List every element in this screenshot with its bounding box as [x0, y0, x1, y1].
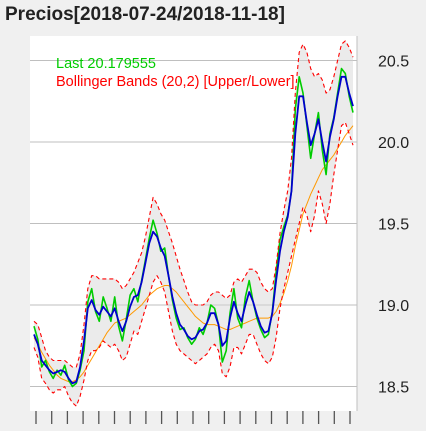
legend-entry: Bollinger Bands (20,2) [Upper/Lower]	[56, 74, 295, 90]
legend: Last 20.179555 Bollinger Bands (20,2) [Up…	[56, 56, 295, 90]
y-tick-label: 20.0	[378, 135, 409, 152]
smoothed-line	[33, 75, 354, 385]
y-tick-label: 20.5	[378, 53, 409, 70]
bollinger-upper-line	[33, 40, 354, 368]
chart-title: Precios[2018-07-24/2018-11-18]	[5, 4, 285, 26]
chart-title-range: [2018-07-24/2018-11-18]	[73, 4, 285, 25]
chart-title-name: Precios	[5, 4, 74, 25]
y-tick-label: 19.0	[378, 298, 409, 315]
x-axis-ticks	[35, 411, 351, 424]
y-axis-ticks: 18.5 19.0 19.5 20.0 20.5	[378, 53, 409, 396]
y-tick-label: 19.5	[378, 217, 409, 234]
legend-entry: Last 20.179555	[56, 56, 156, 72]
gridlines	[30, 59, 357, 388]
y-tick-label: 18.5	[378, 380, 409, 397]
series-lines	[33, 40, 354, 407]
